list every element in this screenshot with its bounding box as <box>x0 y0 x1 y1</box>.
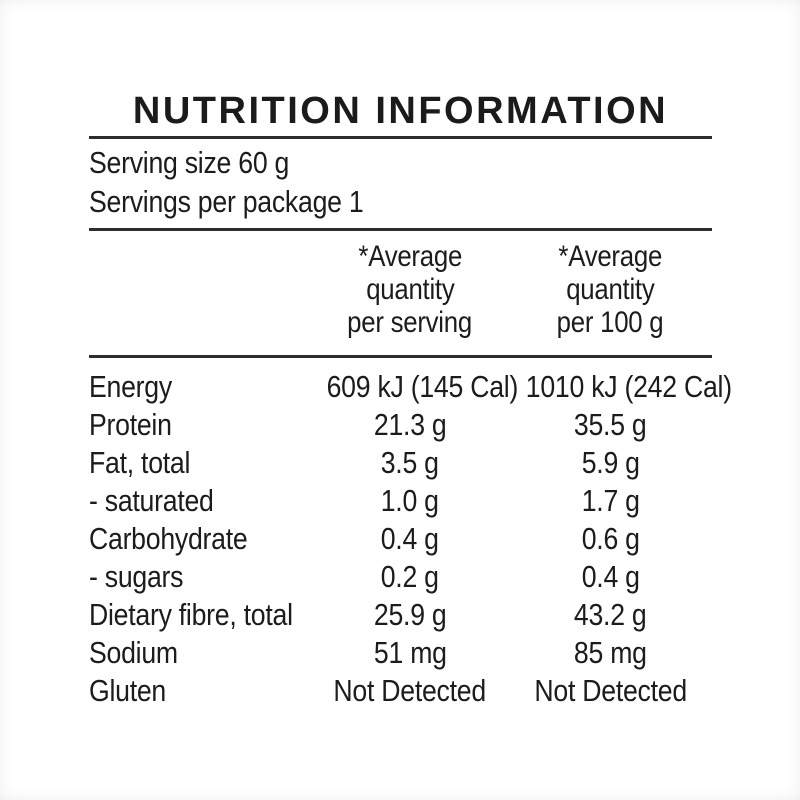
value-per-100g: 1010 kJ (242 Cal) <box>525 369 732 404</box>
value-per-100g: 0.4 g <box>581 559 640 594</box>
servings-per-package-line: Servings per package 1 <box>89 184 364 219</box>
value-per-serving: 25.9 g <box>373 597 447 632</box>
label-column-spacer <box>89 240 311 339</box>
value-per-serving: Not Detected <box>333 673 487 708</box>
value-per-serving: 51 mg <box>373 635 447 670</box>
divider-under-serving-info <box>89 228 712 231</box>
value-per-serving: 0.2 g <box>380 559 439 594</box>
nutrient-table: Energy 609 kJ (145 Cal) 1010 kJ (242 Cal… <box>89 358 732 710</box>
value-per-100g: 35.5 g <box>574 407 647 442</box>
value-per-100g: 5.9 g <box>581 445 640 480</box>
nutrient-row-sugars: - sugars 0.2 g 0.4 g <box>89 558 712 596</box>
value-per-serving: 3.5 g <box>380 445 439 480</box>
value-per-100g: Not Detected <box>534 673 687 708</box>
nutrient-label: Energy <box>89 369 172 404</box>
nutrient-row-sodium: Sodium 51 mg 85 mg <box>89 634 712 672</box>
nutrient-row-fat-total: Fat, total 3.5 g 5.9 g <box>89 444 712 482</box>
divider-under-title <box>89 136 712 139</box>
nutrient-row-dietary-fibre: Dietary fibre, total 25.9 g 43.2 g <box>89 596 712 634</box>
column-header-per-serving: *Average quantity per serving <box>347 240 473 339</box>
column-headers: *Average quantity per serving *Average q… <box>89 240 712 339</box>
value-per-100g: 0.6 g <box>581 521 640 556</box>
nutrient-label: Fat, total <box>89 445 191 480</box>
nutrient-row-energy: Energy 609 kJ (145 Cal) 1010 kJ (242 Cal… <box>89 368 732 406</box>
serving-size-line: Serving size 60 g <box>89 145 290 180</box>
value-per-serving: 21.3 g <box>373 407 447 442</box>
column-header-per-100g: *Average quantity per 100 g <box>557 240 664 339</box>
nutrient-row-protein: Protein 21.3 g 35.5 g <box>89 406 712 444</box>
serving-info: Serving size 60 g Servings per package 1 <box>89 143 712 221</box>
nutrient-label: Gluten <box>89 673 167 708</box>
value-per-100g: 85 mg <box>574 635 647 670</box>
value-per-100g: 43.2 g <box>574 597 647 632</box>
panel-title: NUTRITION INFORMATION <box>132 90 669 132</box>
nutrient-label: Dietary fibre, total <box>89 597 293 632</box>
nutrient-label: Protein <box>89 407 172 442</box>
nutrient-label: - saturated <box>89 483 214 518</box>
nutrient-label: - sugars <box>89 559 184 594</box>
value-per-serving: 609 kJ (145 Cal) <box>326 369 519 404</box>
value-per-100g: 1.7 g <box>581 483 640 518</box>
divider-under-column-headers <box>89 355 712 358</box>
nutrient-row-saturated: - saturated 1.0 g 1.7 g <box>89 482 712 520</box>
nutrient-label: Carbohydrate <box>89 521 248 556</box>
nutrient-row-carbohydrate: Carbohydrate 0.4 g 0.6 g <box>89 520 712 558</box>
value-per-serving: 0.4 g <box>380 521 439 556</box>
value-per-serving: 1.0 g <box>380 483 439 518</box>
nutrient-label: Sodium <box>89 635 178 670</box>
nutrient-row-gluten: Gluten Not Detected Not Detected <box>89 672 712 710</box>
